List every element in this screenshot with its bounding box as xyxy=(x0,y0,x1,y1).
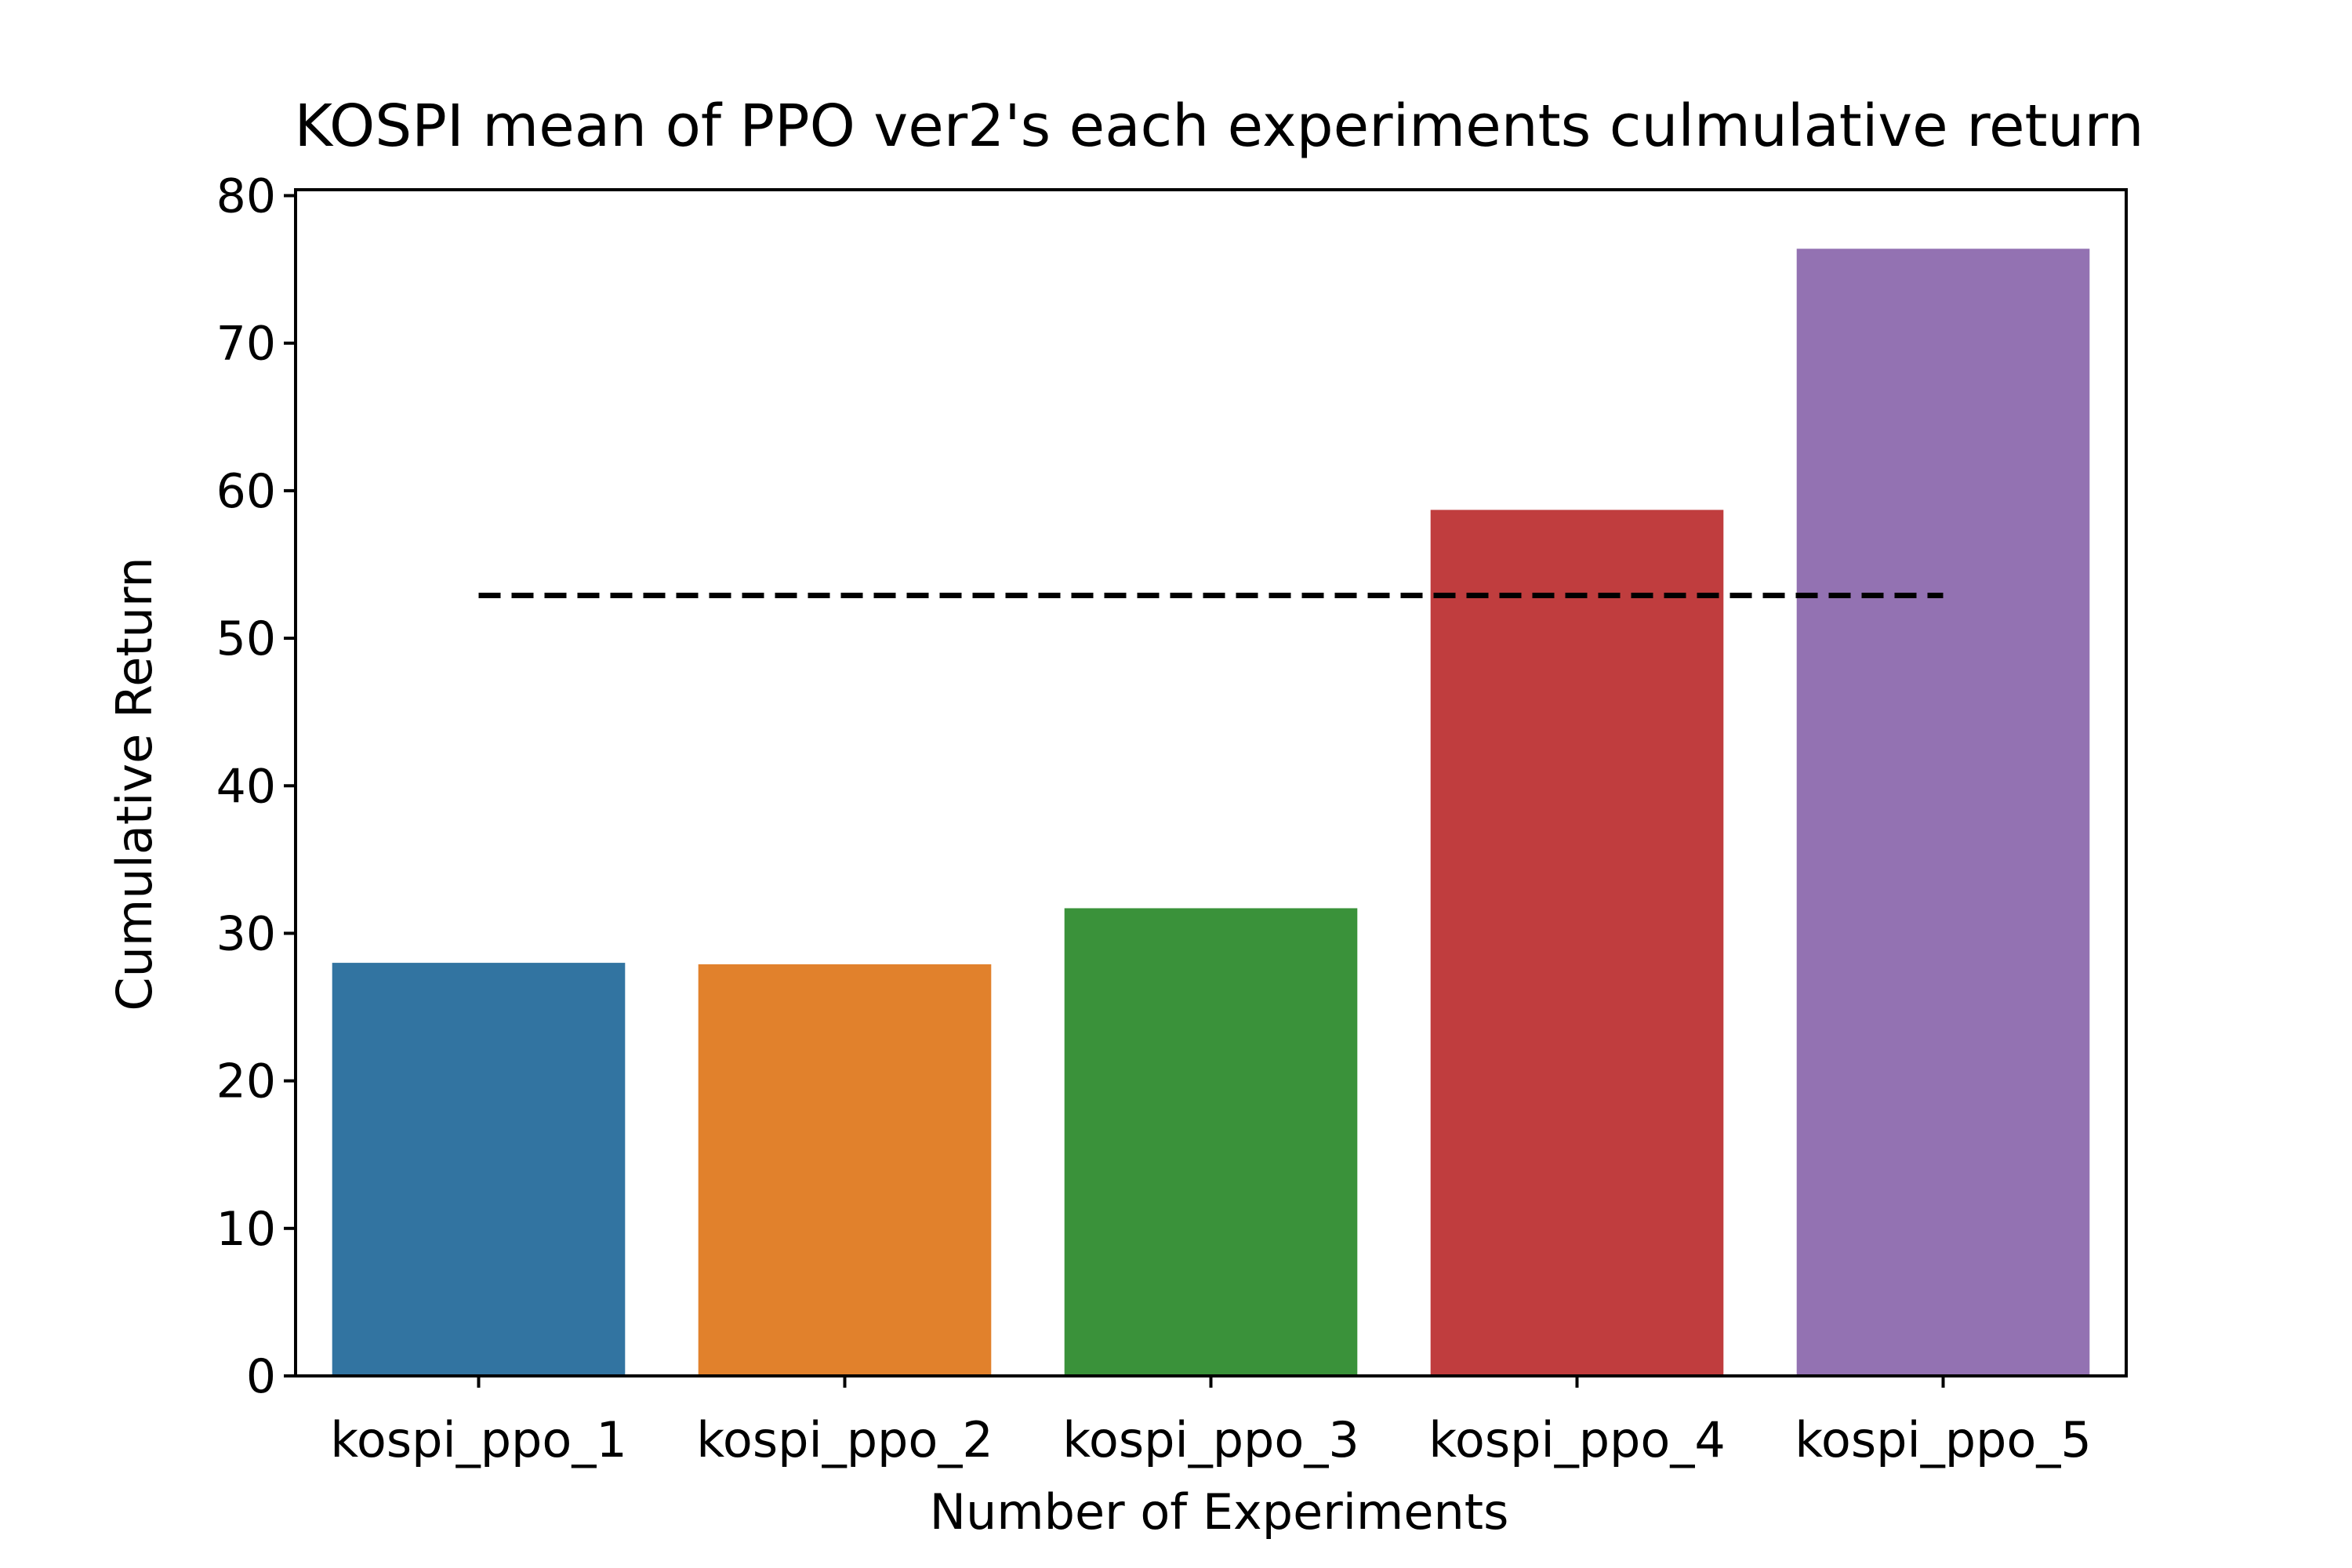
y-tick-label: 50 xyxy=(216,612,276,666)
y-tick-label: 40 xyxy=(216,759,276,814)
y-axis: 0 10 20 30 40 50 60 70 80 xyxy=(216,169,296,1404)
bars-group xyxy=(332,249,2090,1377)
bar-kospi_ppo_1 xyxy=(332,963,626,1376)
bar-kospi_ppo_5 xyxy=(1796,249,2090,1376)
x-tick-label: kospi_ppo_2 xyxy=(696,1411,993,1468)
y-tick-label: 20 xyxy=(216,1054,276,1109)
x-tick-label: kospi_ppo_5 xyxy=(1795,1411,2092,1468)
x-axis: kospi_ppo_1 kospi_ppo_2 kospi_ppo_3 kospi_p… xyxy=(330,1376,2092,1468)
y-tick-label: 70 xyxy=(216,317,276,372)
chart-title: KOSPI mean of PPO ver2's each experiment… xyxy=(295,93,2144,160)
x-tick-label: kospi_ppo_1 xyxy=(330,1411,627,1468)
y-axis-label: Cumulative Return xyxy=(106,557,163,1011)
y-tick-label: 30 xyxy=(216,906,276,961)
y-tick-label: 0 xyxy=(246,1349,276,1404)
y-tick-label: 80 xyxy=(216,169,276,224)
y-tick-label: 10 xyxy=(216,1202,276,1257)
x-tick-label: kospi_ppo_4 xyxy=(1428,1411,1726,1468)
x-tick-label: kospi_ppo_3 xyxy=(1062,1411,1359,1468)
y-tick-label: 60 xyxy=(216,464,276,519)
x-axis-label: Number of Experiments xyxy=(930,1483,1509,1541)
bar-kospi_ppo_3 xyxy=(1064,908,1358,1376)
bar-kospi_ppo_4 xyxy=(1430,510,1724,1377)
bar-kospi_ppo_2 xyxy=(698,964,992,1376)
